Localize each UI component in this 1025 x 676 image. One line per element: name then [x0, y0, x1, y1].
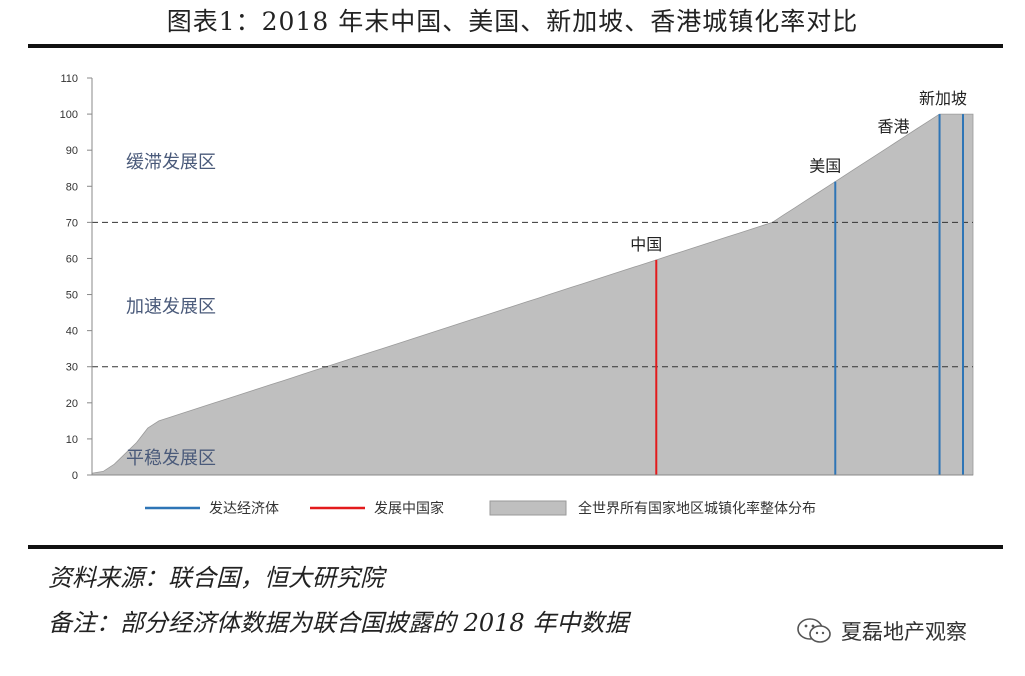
legend-label-2: 全世界所有国家地区城镇化率整体分布: [578, 500, 816, 517]
y-tick-label-4: 40: [66, 326, 78, 338]
area-series: [91, 113, 974, 476]
zone-label-2: 平稳发展区: [126, 448, 216, 469]
y-tick-label-0: 0: [72, 470, 78, 482]
y-tick-label-8: 80: [66, 181, 78, 193]
highlight-label-3: 新加坡: [919, 89, 967, 108]
y-tick-label-5: 50: [66, 290, 78, 302]
figure-title: 图表1：2018 年末中国、美国、新加坡、香港城镇化率对比: [166, 7, 859, 36]
wechat-icon: [797, 618, 831, 643]
legend-swatch-2: [489, 500, 567, 516]
zone-label-1: 加速发展区: [126, 297, 216, 318]
legend-label-0: 发达经济体: [209, 501, 279, 517]
y-tick-label-6: 60: [66, 253, 78, 265]
watermark: 夏磊地产观察: [795, 614, 967, 648]
y-tick-label-7: 70: [66, 217, 78, 229]
y-tick-label-1: 10: [66, 434, 78, 446]
urbanization-chart: 0 10 20 30 40 50 60 70 80 90 100 110 缓滞发展区加速发展区平稳发展…: [60, 73, 974, 517]
zone-label-0: 缓滞发展区: [126, 152, 216, 173]
y-tick-label-9: 90: [66, 145, 78, 157]
y-tick-label-10: 100: [60, 109, 78, 121]
top-rule: [28, 44, 1003, 48]
highlight-label-0: 中国: [630, 235, 662, 254]
y-tick-label-3: 30: [66, 362, 78, 374]
remark-note: 备注：部分经济体数据为联合国披露的 2018 年中数据: [48, 609, 629, 637]
highlight-label-2: 香港: [878, 117, 910, 136]
y-tick-label-11: 110: [60, 73, 78, 85]
source-note: 资料来源：联合国，恒大研究院: [48, 564, 384, 592]
bottom-rule: [28, 545, 1003, 549]
legend-label-1: 发展中国家: [374, 500, 444, 517]
watermark-text: 夏磊地产观察: [841, 620, 967, 644]
highlight-label-1: 美国: [809, 157, 841, 176]
y-tick-label-2: 20: [66, 398, 78, 410]
